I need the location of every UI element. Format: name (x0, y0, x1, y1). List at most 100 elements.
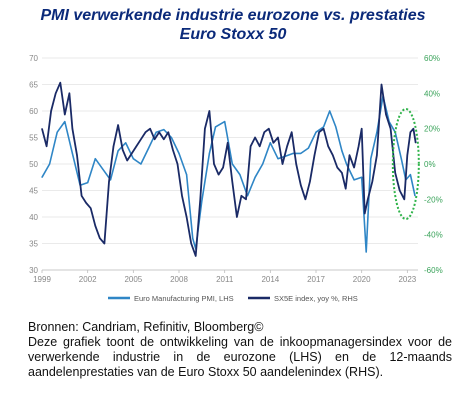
data-point-pmi (269, 142, 271, 144)
data-point-sx5e (149, 128, 151, 130)
data-point-pmi (49, 163, 51, 165)
data-point-sx5e (46, 145, 48, 147)
chart-title: PMI verwerkende industrie eurozone vs. p… (0, 6, 466, 44)
data-point-pmi (186, 174, 188, 176)
data-point-sx5e (304, 198, 306, 200)
data-point-sx5e (412, 128, 414, 130)
y-left-tick-label: 50 (29, 160, 38, 169)
data-point-pmi (41, 176, 43, 178)
data-point-sx5e (300, 184, 302, 186)
data-point-pmi (345, 163, 348, 165)
data-point-pmi (353, 179, 355, 181)
legend-label: SX5E index, yoy %, RHS (274, 294, 358, 303)
data-point-sx5e (341, 172, 343, 174)
data-point-sx5e (281, 163, 284, 165)
data-point-sx5e (376, 154, 378, 156)
data-point-sx5e (222, 166, 224, 169)
data-point-pmi (132, 158, 134, 160)
data-point-sx5e (190, 242, 192, 245)
series-line-pmi (41, 95, 416, 253)
data-point-sx5e (158, 131, 160, 133)
data-point-sx5e (268, 128, 270, 130)
x-tick-label: 1999 (33, 275, 51, 284)
data-point-sx5e (186, 216, 188, 218)
data-point-sx5e (213, 163, 215, 165)
data-point-sx5e (361, 128, 363, 130)
data-point-pmi (56, 131, 58, 133)
data-point-sx5e (59, 82, 61, 84)
series-group (41, 81, 417, 257)
data-point-pmi (155, 131, 157, 133)
chart-title-line2: Euro Stoxx 50 (179, 26, 287, 43)
data-point-pmi (163, 129, 165, 131)
data-point-pmi (125, 142, 127, 144)
data-point-sx5e (371, 181, 373, 183)
data-point-sx5e (81, 195, 83, 197)
data-point-pmi (307, 147, 309, 149)
data-point-pmi (341, 150, 343, 152)
data-point-sx5e (195, 255, 197, 257)
data-point-sx5e (259, 145, 261, 147)
y-right-tick-label: 20% (424, 125, 440, 134)
data-point-sx5e (144, 131, 147, 133)
data-point-sx5e (41, 128, 43, 130)
data-point-sx5e (250, 145, 252, 147)
data-point-pmi (87, 182, 89, 184)
data-point-pmi (400, 158, 402, 160)
data-point-sx5e (332, 154, 334, 156)
data-point-pmi (262, 163, 264, 165)
data-point-sx5e (64, 113, 66, 116)
data-point-sx5e (167, 131, 169, 133)
data-point-pmi (277, 158, 279, 160)
data-point-pmi (224, 121, 226, 123)
series-line-sx5e (41, 81, 417, 257)
data-point-pmi (102, 168, 104, 170)
data-point-pmi (208, 152, 210, 154)
data-point-sx5e (122, 149, 124, 151)
data-point-sx5e (353, 166, 355, 169)
y-left-tick-label: 45 (29, 187, 38, 196)
x-tick-label: 2020 (353, 275, 371, 284)
data-point-sx5e (85, 202, 87, 204)
y-right-tick-label: 0% (424, 160, 436, 169)
legend: Euro Manufacturing PMI, LHS SX5E index, y… (108, 294, 358, 303)
data-point-pmi (323, 126, 325, 128)
highlight-ellipse (391, 108, 420, 220)
data-point-sx5e (409, 131, 411, 133)
data-point-sx5e (90, 207, 92, 209)
data-point-pmi (335, 126, 337, 128)
data-point-pmi (365, 251, 367, 253)
data-point-sx5e (218, 174, 220, 176)
data-point-pmi (300, 152, 302, 154)
data-point-sx5e (394, 172, 396, 174)
data-point-sx5e (231, 181, 233, 183)
data-point-sx5e (399, 189, 401, 192)
data-point-pmi (192, 237, 194, 239)
y-right-tick-label: 40% (424, 89, 440, 98)
data-point-sx5e (55, 92, 57, 94)
data-point-sx5e (348, 154, 351, 156)
data-point-sx5e (76, 154, 78, 156)
data-point-sx5e (309, 181, 311, 183)
data-point-sx5e (358, 145, 360, 147)
data-point-pmi (117, 150, 119, 152)
data-point-sx5e (71, 128, 73, 130)
chart: 70 65 60 55 50 45 40 35 30 60% 40% 20% 0% -20% -40% -6… (29, 54, 443, 303)
x-tick-label: 2011 (216, 275, 234, 284)
data-point-sx5e (263, 131, 265, 133)
data-point-sx5e (236, 216, 238, 218)
data-point-sx5e (176, 163, 179, 165)
data-point-sx5e (291, 131, 293, 133)
data-point-sx5e (50, 110, 52, 112)
data-point-sx5e (403, 198, 405, 200)
y-left-tick-label: 35 (29, 240, 38, 249)
data-point-sx5e (254, 136, 256, 139)
y-right-tick-label: -20% (424, 195, 443, 204)
y-left-tick-label: 60 (29, 107, 38, 116)
data-point-pmi (170, 136, 172, 139)
data-point-sx5e (163, 138, 165, 140)
data-point-sx5e (172, 149, 174, 151)
data-point-sx5e (277, 136, 279, 139)
data-point-sx5e (313, 154, 316, 156)
data-point-sx5e (68, 92, 70, 94)
